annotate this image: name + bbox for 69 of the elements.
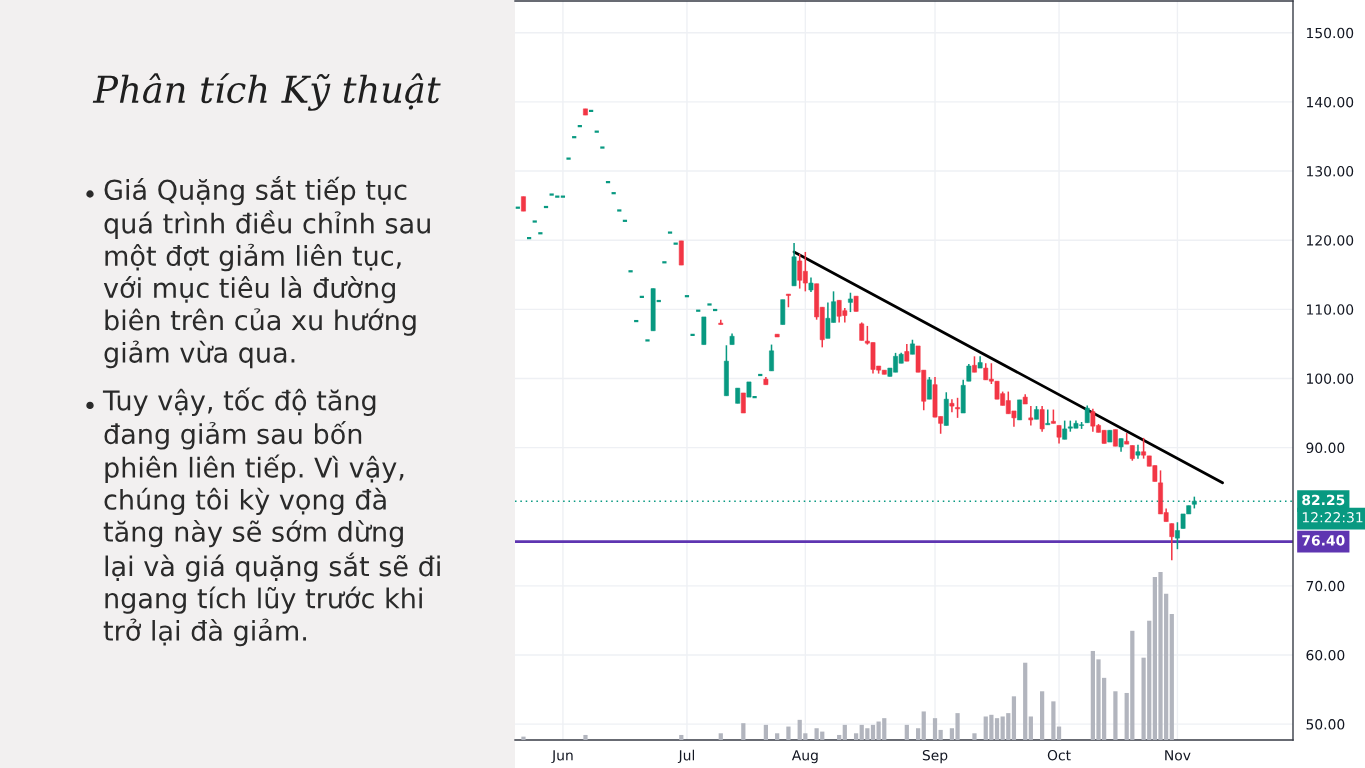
bar — [763, 724, 768, 740]
y-tick-label: 60.00 — [1306, 649, 1345, 661]
candlestick — [1017, 399, 1022, 421]
bar — [679, 734, 684, 740]
bar — [1023, 662, 1028, 740]
candlestick — [949, 398, 955, 414]
x-tick-label: Jul — [677, 749, 695, 764]
bar — [915, 728, 921, 740]
candlestick — [599, 146, 606, 149]
ref-line-label: 76.40 — [1302, 535, 1345, 546]
text: Tuy vậy, tốc độ tăng đang giảm sau bốn phiên liên tiếp. Vì vậy, chúng tôi kỳ vọng đà tăng này sẽ sớm dừng lại và giá quặng sắt sẽ đi ngang tích lũy trước khi trở lại đà giảm. — [102, 387, 440, 647]
bar — [870, 724, 876, 740]
bar — [842, 724, 847, 740]
bar — [904, 724, 909, 740]
x-tick-label: Jun — [551, 750, 573, 764]
bar — [786, 726, 791, 740]
bar — [972, 733, 977, 740]
x-tick-label: Aug — [791, 750, 818, 764]
candlestick — [661, 261, 668, 264]
y-tick-label: 90.00 — [1306, 442, 1345, 454]
bar — [1113, 691, 1118, 740]
bar — [583, 734, 588, 740]
ref-line-label: 82.25 — [1302, 494, 1345, 506]
candlestick — [1169, 522, 1175, 562]
bar — [921, 711, 926, 740]
candlestick — [548, 193, 555, 196]
x-tick-label: Oct — [1047, 749, 1071, 761]
bar — [1011, 696, 1017, 740]
bar — [521, 736, 526, 740]
bar — [718, 733, 723, 740]
y-tick-label: 110.00 — [1307, 304, 1354, 315]
candlestick — [1028, 405, 1034, 427]
bar — [938, 729, 943, 740]
candlestick — [565, 157, 572, 160]
candlestick — [706, 303, 713, 306]
y-tick-label: 100.00 — [1307, 373, 1354, 384]
bar — [1028, 716, 1033, 740]
bar — [775, 733, 780, 740]
bar — [994, 718, 1000, 740]
bar — [1040, 691, 1045, 740]
candlestick — [926, 376, 932, 400]
text: Giá Quặng sắt tiếp tục quá trình điều chỉnh sau một đợt giảm liên tục, với mục tiêu là đường biên trên của xu hướng giảm vừa qua. — [103, 176, 430, 369]
y-tick-label: 50.00 — [1306, 719, 1345, 730]
candlestick — [848, 291, 853, 313]
y-tick-label: 120.00 — [1307, 235, 1354, 246]
candlestick — [1045, 408, 1051, 426]
candlestick — [616, 209, 623, 212]
x-tick-label: Sep — [922, 749, 948, 764]
candlestick — [740, 392, 746, 414]
y-tick-label: 130.00 — [1307, 166, 1354, 177]
candlestick — [627, 270, 634, 273]
candlestick — [689, 333, 696, 337]
candlestick — [769, 343, 774, 372]
candlestick — [1039, 405, 1045, 433]
bar — [741, 723, 746, 740]
text: 12:22:31 — [1302, 512, 1363, 523]
candlestick — [1175, 521, 1180, 550]
candlestick — [531, 220, 538, 223]
bar — [932, 718, 938, 740]
bar — [853, 733, 859, 740]
y-tick-label: 140.00 — [1307, 96, 1354, 108]
y-tick-label: 150.00 — [1307, 27, 1354, 39]
x-tick-label: Nov — [1165, 750, 1191, 761]
candlestick — [955, 397, 960, 419]
candlestick — [644, 339, 651, 342]
y-tick-label: 70.00 — [1306, 580, 1345, 592]
bar — [837, 734, 842, 740]
text: Phân tích Kỹ thuật — [92, 73, 441, 111]
bar — [1169, 614, 1174, 740]
